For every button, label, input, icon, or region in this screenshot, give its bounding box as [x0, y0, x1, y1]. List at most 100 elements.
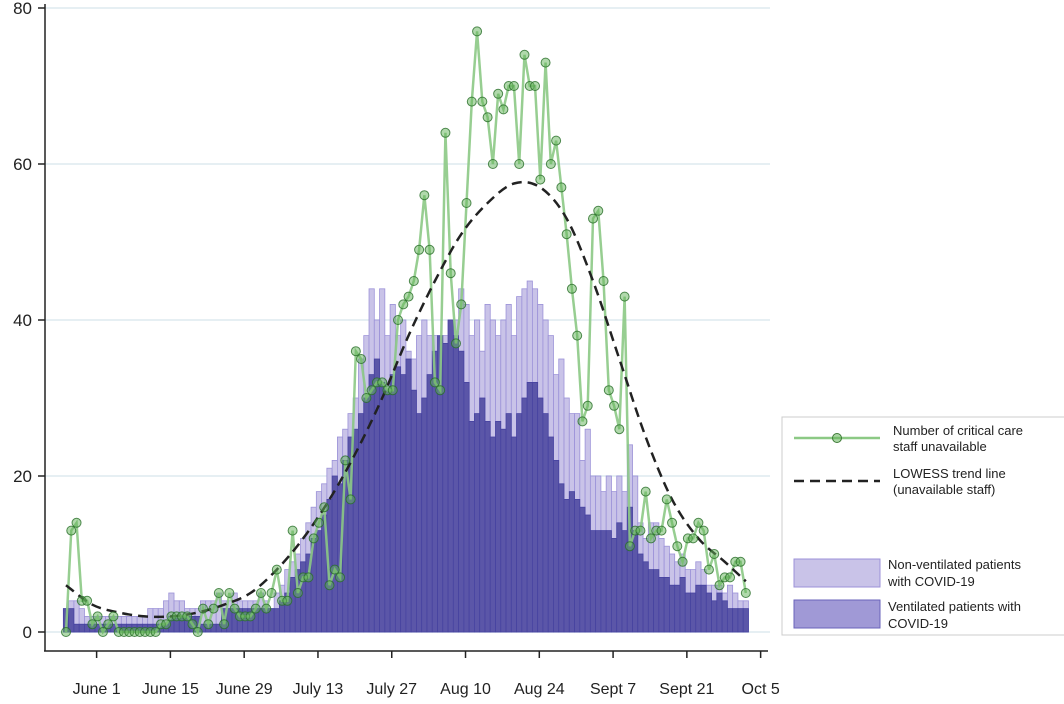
staff-point	[303, 572, 314, 583]
legend-lowess-label-1: LOWESS trend line	[893, 466, 1006, 481]
bar-ventilated	[690, 592, 697, 633]
staff-point	[614, 424, 625, 435]
bar-ventilated	[553, 459, 560, 633]
legend-nonvent-label-2: with COVID-19	[887, 574, 975, 589]
staff-point	[287, 525, 298, 536]
staff-point	[66, 525, 77, 536]
staff-point	[477, 96, 488, 107]
bar-ventilated	[563, 498, 570, 633]
staff-point	[429, 377, 440, 388]
bar-ventilated	[479, 397, 486, 633]
bar-ventilated	[674, 584, 681, 633]
staff-point	[229, 603, 240, 614]
bar-ventilated	[568, 491, 575, 633]
bar-ventilated	[505, 413, 512, 633]
staff-point	[735, 556, 746, 567]
staff-point	[461, 198, 472, 208]
staff-point	[519, 49, 530, 60]
staff-point	[530, 81, 541, 91]
staff-point	[588, 213, 598, 224]
staff-point	[493, 88, 504, 99]
bar-ventilated	[458, 350, 465, 633]
staff-point	[603, 385, 614, 396]
bar-ventilated	[468, 420, 475, 633]
staff-point	[472, 26, 483, 37]
staff-point	[435, 385, 446, 396]
bar-ventilated	[605, 530, 612, 633]
staff-point	[87, 619, 98, 630]
bar-ventilated	[595, 530, 602, 633]
bar-ventilated	[584, 514, 591, 633]
bar-ventilated	[352, 428, 359, 633]
staff-point	[335, 572, 346, 583]
bar-ventilated	[379, 381, 386, 633]
staff-point	[403, 291, 414, 302]
staff-point	[387, 385, 398, 396]
legend-staff-label-2: staff unavailable	[893, 439, 987, 454]
x-tick-label: July 27	[366, 681, 417, 698]
bar-ventilated	[421, 397, 428, 633]
staff-point	[450, 338, 461, 349]
bar-ventilated	[695, 584, 702, 633]
x-tick-label: June 15	[142, 681, 199, 698]
staff-point	[340, 455, 351, 466]
bar-ventilated	[495, 420, 502, 633]
bar-ventilated	[658, 577, 665, 633]
x-tick-label: Aug 10	[440, 681, 491, 698]
bar-ventilated	[600, 530, 607, 633]
staff-point	[545, 159, 556, 169]
staff-point	[466, 96, 477, 107]
bar-ventilated	[526, 381, 533, 633]
staff-point	[82, 595, 93, 606]
lowess-trend-line	[65, 180, 747, 619]
x-tick-label: Sept 7	[590, 681, 636, 698]
staff-point	[498, 104, 509, 115]
bar-ventilated	[368, 374, 375, 633]
bar-ventilated	[647, 569, 655, 633]
bar-ventilated	[611, 538, 618, 633]
staff-point	[366, 385, 377, 396]
bar-ventilated	[447, 319, 454, 633]
bar-ventilated	[663, 577, 670, 633]
bar-ventilated	[489, 436, 496, 633]
staff-point	[661, 494, 672, 505]
staff-point	[540, 57, 551, 68]
bar-ventilated	[700, 584, 707, 633]
staff-point	[319, 502, 330, 513]
staff-point	[667, 517, 678, 528]
legend-vent-label-2: COVID-19	[888, 616, 948, 631]
bar-ventilated	[426, 374, 433, 633]
bar-ventilated	[642, 561, 649, 633]
bar-ventilated	[405, 358, 412, 633]
bar-ventilated	[574, 498, 581, 633]
bar-ventilated	[510, 436, 517, 633]
bar-ventilated	[73, 623, 80, 633]
staff-point	[250, 603, 261, 614]
staff-point	[103, 619, 114, 630]
staff-point	[598, 276, 609, 286]
staff-point	[350, 346, 361, 357]
bar-ventilated	[669, 584, 676, 633]
bar-ventilated	[363, 397, 370, 633]
staff-point	[445, 268, 456, 279]
staff-point	[266, 588, 277, 598]
staff-point	[414, 244, 425, 255]
staff-point	[408, 276, 419, 286]
legend-staff-marker	[832, 433, 842, 443]
bar-ventilated	[716, 592, 723, 633]
staff-point	[456, 299, 467, 310]
staff-point	[714, 580, 725, 591]
staff-point	[308, 533, 319, 544]
legend-box	[781, 416, 1064, 636]
staff-point	[740, 588, 751, 598]
staff-point	[703, 564, 714, 575]
staff-point	[213, 588, 224, 598]
bar-ventilated	[474, 413, 481, 633]
bar-ventilated	[732, 608, 739, 633]
bar-ventilated	[358, 413, 365, 633]
y-tick-label: 40	[13, 311, 32, 330]
staff-point	[192, 627, 203, 637]
staff-point	[150, 627, 161, 637]
bar-ventilated	[711, 600, 718, 633]
